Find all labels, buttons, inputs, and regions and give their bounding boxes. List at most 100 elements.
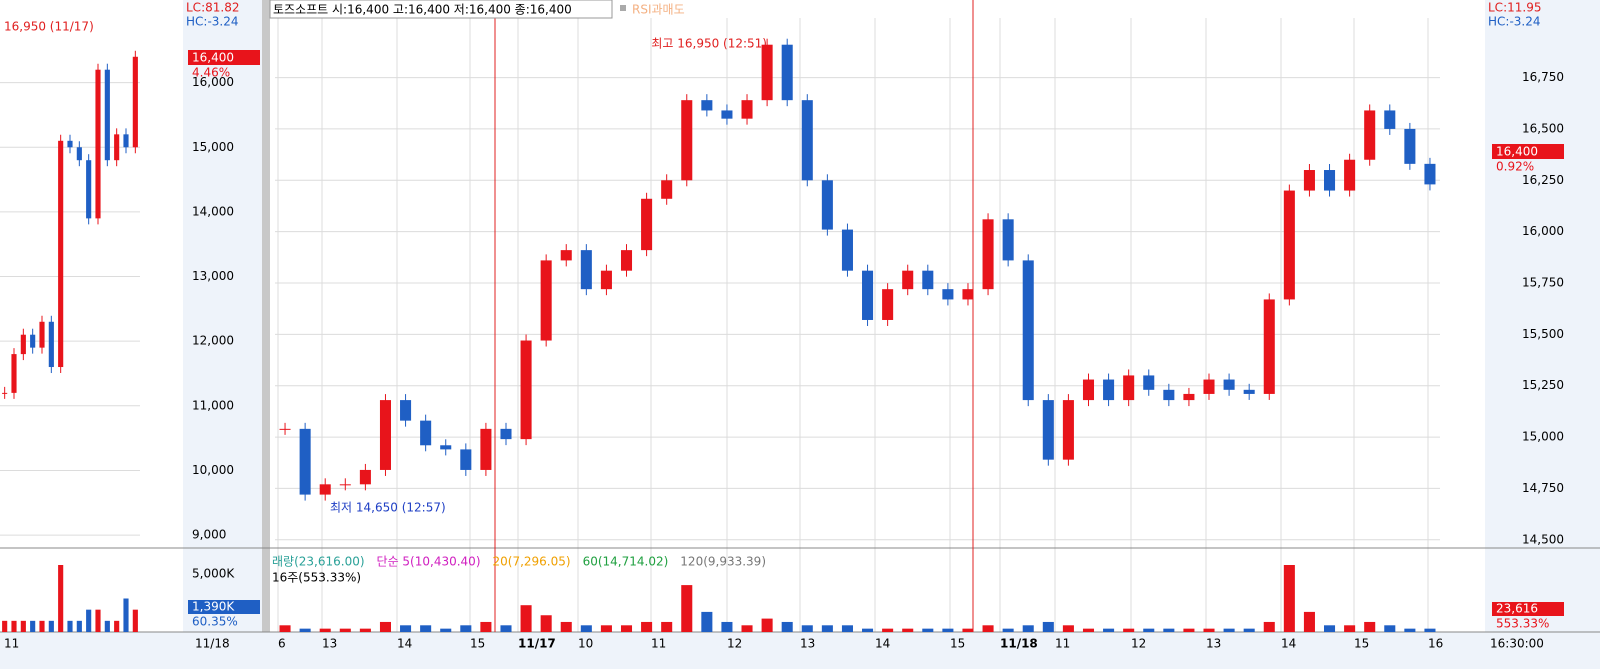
candle xyxy=(67,140,73,148)
candle xyxy=(902,270,914,290)
volume-bar xyxy=(30,620,36,632)
volume-bar xyxy=(721,621,733,632)
candle xyxy=(580,250,592,290)
candle xyxy=(132,56,138,148)
candle xyxy=(882,289,894,320)
candle xyxy=(661,180,673,199)
candle xyxy=(801,100,813,181)
x-tick-label: 14 xyxy=(1281,637,1296,651)
y-tick-label: 14,000 xyxy=(192,204,234,218)
candle xyxy=(1183,393,1195,401)
volume-bar xyxy=(761,618,773,632)
candle xyxy=(359,469,371,485)
volume-bar xyxy=(1103,628,1115,632)
x-tick-label: 13 xyxy=(1206,637,1221,651)
volume-bar xyxy=(962,628,974,632)
candle xyxy=(1022,260,1034,401)
low-note: 최저 14,650 (12:57) xyxy=(330,501,446,515)
candle xyxy=(1303,170,1315,191)
volume-pct: 553.33% xyxy=(1496,617,1549,631)
volume-bar xyxy=(641,621,653,632)
volume-bar xyxy=(48,620,54,632)
volume-sub: 16주(553.33%) xyxy=(272,571,361,585)
volume-bar xyxy=(520,605,532,632)
daily-change: 4.46% xyxy=(192,66,230,80)
volume-bar xyxy=(1143,628,1155,632)
volume-bar xyxy=(1344,625,1356,632)
candle xyxy=(721,110,733,119)
candle xyxy=(1143,375,1155,390)
x-tick-label: 12 xyxy=(1131,637,1146,651)
y-tick-label: 16,500 xyxy=(1522,121,1564,135)
candle xyxy=(400,400,412,421)
y-tick-label: 16,000 xyxy=(1522,224,1564,238)
candle xyxy=(123,134,129,148)
y-tick-label: 9,000 xyxy=(192,528,226,542)
y-tick-label: 16,000 xyxy=(192,75,234,89)
daily-tag-bg xyxy=(188,50,260,65)
volume-bar xyxy=(440,628,452,632)
candle xyxy=(11,354,17,393)
candle xyxy=(942,289,954,300)
volume-bar xyxy=(902,628,914,632)
volume-bar xyxy=(1364,621,1376,632)
volume-bar xyxy=(279,625,291,632)
x-tick-label: 15 xyxy=(470,637,485,651)
y-tick-label: 15,250 xyxy=(1522,378,1564,392)
daily-price-tag: 16,400 xyxy=(192,51,234,65)
high-note: 최고 16,950 (12:51) xyxy=(651,37,767,51)
header: 토즈소프트 시:16,400 고:16,400 저:16,400 종:16,40… xyxy=(273,3,572,17)
volume-bar xyxy=(1243,628,1255,632)
candle xyxy=(20,334,26,355)
candle xyxy=(500,428,512,440)
daily-volume-tick: 5,000K xyxy=(192,567,235,581)
candle xyxy=(781,44,793,101)
volume-bar xyxy=(1002,628,1014,632)
volume-bar xyxy=(701,611,713,632)
volume-bar xyxy=(480,621,492,632)
volume-bar xyxy=(500,625,512,632)
candle xyxy=(620,250,633,271)
candle xyxy=(520,340,532,440)
x-tick-label: 10 xyxy=(578,637,593,651)
x-tick-label: 11 xyxy=(1055,637,1070,651)
volume-tag-bg xyxy=(1492,602,1564,616)
candle xyxy=(2,392,8,394)
candle xyxy=(1364,110,1376,160)
volume-bar xyxy=(420,625,432,632)
candle xyxy=(1082,379,1095,401)
volume-bar xyxy=(11,620,17,632)
volume-bar xyxy=(1404,628,1416,632)
y-tick-label: 16,750 xyxy=(1522,70,1564,84)
volume-bar xyxy=(821,625,833,632)
header-box xyxy=(269,0,613,19)
volume-bar xyxy=(123,598,129,632)
volume-bar xyxy=(781,621,793,632)
candle xyxy=(379,400,391,470)
volume-bar xyxy=(58,565,64,632)
candle xyxy=(641,198,653,251)
candle xyxy=(1163,389,1175,401)
candle xyxy=(339,484,351,486)
candle xyxy=(48,321,54,368)
y-tick-label: 14,750 xyxy=(1522,481,1564,495)
hc: HC:-3.24 xyxy=(1488,15,1541,29)
candle xyxy=(540,260,552,341)
volume-bar xyxy=(1263,621,1275,632)
candle xyxy=(962,289,974,300)
volume-bar xyxy=(1163,628,1175,632)
candle xyxy=(922,270,934,290)
volume-bar xyxy=(67,620,73,632)
candle xyxy=(1203,379,1215,394)
price-tag: 16,400 xyxy=(1496,145,1538,159)
volume-bar xyxy=(1223,628,1235,632)
candle xyxy=(1103,379,1115,401)
x-tick-label: 16 xyxy=(1428,637,1443,651)
volume-bar xyxy=(1123,628,1135,632)
candle xyxy=(741,100,753,119)
volume-legend: 60(14,714.02) xyxy=(583,555,669,569)
candle xyxy=(104,69,110,161)
volume-legend: 20(7,296.05) xyxy=(493,555,571,569)
volume-bar xyxy=(600,625,612,632)
